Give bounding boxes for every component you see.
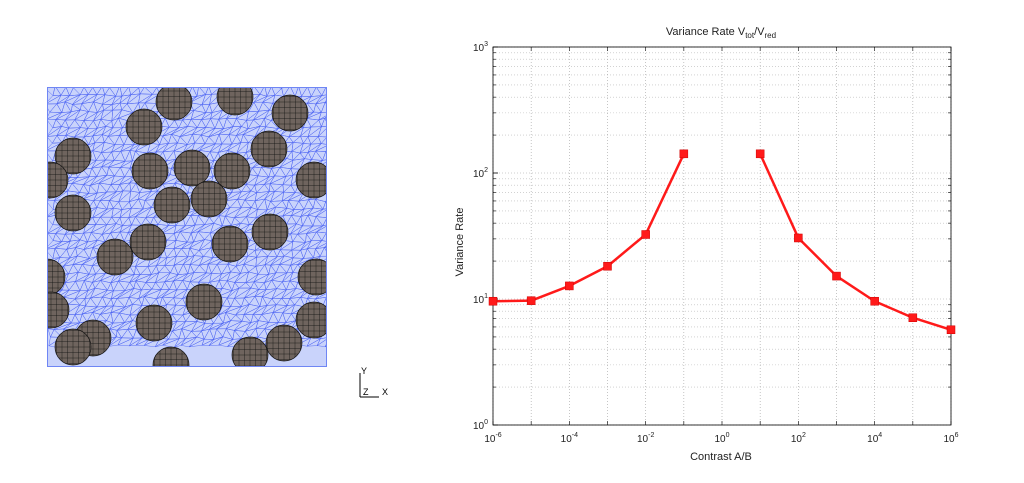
triad-y-label: Y [361, 366, 367, 376]
inclusion-circle [135, 304, 173, 342]
series-2-point [755, 149, 765, 159]
y-tick-label: 102 [473, 167, 488, 180]
chart-title-sep: /V [754, 26, 765, 38]
series-1-point [565, 281, 574, 291]
inclusion-circle [131, 152, 169, 190]
y-tick-label: 101 [473, 293, 488, 306]
chart-title-main: Variance Rate V [666, 26, 746, 38]
x-tick-label: 100 [714, 432, 729, 445]
inclusion-circle [54, 194, 92, 232]
y-tick-label: 100 [473, 419, 488, 432]
inclusions [47, 87, 327, 367]
series-1-point [603, 261, 612, 271]
inclusion-circle [155, 87, 193, 121]
series-2-point [946, 325, 956, 335]
mesh-border [47, 87, 327, 367]
series-1-point [526, 296, 536, 305]
inclusion-circle [125, 108, 163, 146]
x-axis-label: Contrast A/B [690, 451, 752, 463]
inclusion-circle [96, 238, 134, 276]
inclusion-circle [47, 291, 70, 329]
inclusion-circle [152, 346, 190, 367]
inclusion-circle [216, 87, 254, 116]
chart-title-sub2: red [765, 31, 777, 40]
inclusion-circle [173, 149, 211, 187]
axis-triad: Y Z X [359, 366, 388, 398]
inclusion-circle [47, 161, 69, 199]
triad-x-label: X [382, 387, 388, 397]
inclusion-circle [295, 161, 327, 199]
x-tick-label: 10-6 [484, 432, 501, 445]
series-1-point [679, 149, 689, 159]
inclusion-circle [213, 152, 251, 190]
series-2-point [832, 271, 841, 281]
inclusion-circle [231, 336, 269, 367]
series-1-point [641, 230, 650, 239]
mesh-figure [44, 84, 343, 367]
y-axis-label: Variance Rate [454, 208, 466, 277]
variance-rate-chart: Variance Rate Vtot/Vred Contrast A/B Var… [430, 0, 1024, 478]
inclusion-circle [185, 283, 223, 321]
inclusion-circle [250, 130, 288, 168]
inclusion-circle [47, 258, 66, 296]
inclusion-circle [54, 137, 92, 175]
series-2-line [759, 153, 952, 331]
inclusion-circle [211, 225, 249, 263]
inclusion-circle [297, 258, 327, 296]
x-tick-label: 104 [867, 432, 882, 445]
series-1-point [488, 296, 498, 306]
triad-z-label: Z [363, 387, 369, 397]
inclusion-circle [54, 328, 92, 366]
series-2-point [908, 313, 918, 322]
series-2-point [794, 233, 803, 243]
inclusion-circle [129, 223, 167, 261]
inclusion-circle [190, 180, 228, 218]
series-2-point [870, 296, 879, 306]
inclusion-circle [251, 213, 289, 251]
series-1-line [492, 153, 685, 303]
inclusion-circle [271, 94, 309, 132]
x-tick-label: 10-2 [637, 432, 654, 445]
inclusion-circle [265, 324, 303, 362]
x-tick-label: 10-4 [561, 432, 578, 445]
chart-title-sub1: tot [745, 31, 755, 40]
x-tick-label: 102 [791, 432, 806, 445]
inclusion-circle [295, 301, 327, 339]
chart-title: Variance Rate Vtot/Vred [666, 26, 776, 40]
inclusion-circle [153, 186, 191, 224]
x-tick-label: 106 [943, 432, 958, 445]
y-tick-label: 103 [473, 41, 488, 54]
finite-element-mesh [44, 84, 343, 367]
